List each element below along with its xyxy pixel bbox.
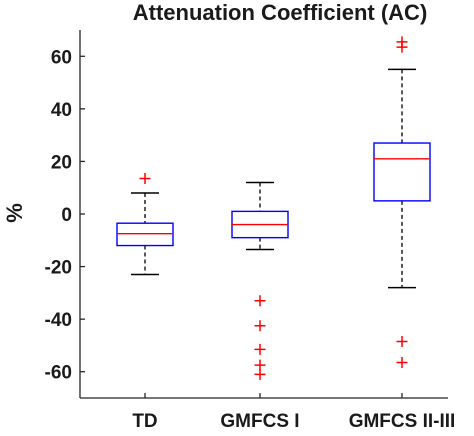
y-tick-label: -40 — [45, 310, 72, 331]
y-tick-label: 60 — [51, 47, 72, 68]
chart-title: Attenuation Coefficient (AC) — [133, 0, 428, 25]
outlier-marker — [254, 359, 266, 371]
outlier-marker — [254, 368, 266, 380]
y-tick-label: 0 — [61, 205, 72, 226]
outlier-marker — [396, 335, 408, 347]
box-iqr — [373, 142, 431, 202]
outlier-marker — [254, 295, 266, 307]
y-tick-label: 40 — [51, 100, 72, 121]
outlier-marker — [139, 173, 151, 185]
outlier-marker — [254, 343, 266, 355]
y-tick-label: -60 — [45, 363, 72, 384]
y-tick-label: 20 — [51, 152, 72, 173]
y-tick-label: -20 — [45, 258, 72, 279]
x-tick-label: GMFCS I — [220, 411, 299, 432]
outlier-marker — [254, 320, 266, 332]
x-tick-label: GMFCS II-III — [349, 411, 456, 432]
outlier-marker — [396, 357, 408, 369]
x-tick-label: TD — [132, 411, 157, 432]
plot-area: -60 -40 -20 0 20 40 60 TD GMFCS I GMFCS II-III — [45, 30, 456, 432]
outlier-marker — [396, 36, 408, 48]
y-axis-label: % — [2, 203, 27, 223]
